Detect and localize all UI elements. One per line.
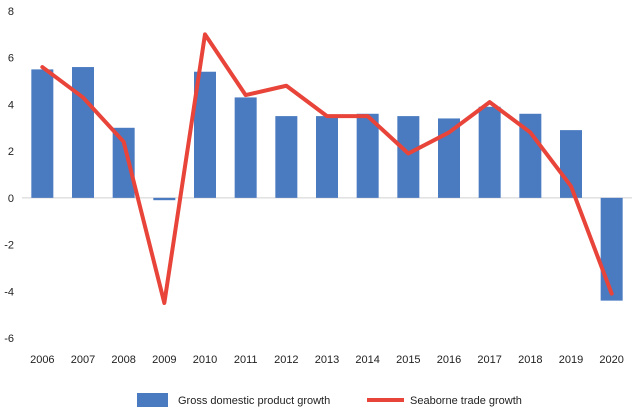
bar-2012 <box>275 116 298 198</box>
bar-2014 <box>356 113 379 198</box>
bar-2009 <box>153 197 176 201</box>
bar-2017 <box>478 106 501 198</box>
y-tick-label: 0 <box>8 193 14 205</box>
legend-swatch-gdp <box>137 393 168 407</box>
y-tick-label: 2 <box>8 146 14 158</box>
x-axis-tick-labels: 2006 2007 2008 2009 2010 2011 2012 2013 2014 2015… <box>30 354 624 366</box>
legend-label-seaborne: Seaborne trade growth <box>410 395 522 407</box>
x-tick-label: 2019 <box>559 354 583 366</box>
y-tick-label: 6 <box>8 53 14 65</box>
x-tick-label: 2008 <box>111 354 135 366</box>
bar-2018 <box>519 113 542 198</box>
bar-2008 <box>112 127 135 198</box>
bar-2010 <box>194 71 216 198</box>
bar-series <box>31 67 623 301</box>
x-tick-label: 2010 <box>193 354 217 366</box>
y-tick-label: -6 <box>4 333 14 345</box>
legend-label-gdp: Gross domestic product growth <box>178 395 330 407</box>
y-tick-label: -4 <box>4 286 14 298</box>
line-series <box>40 32 614 305</box>
x-tick-label: 2013 <box>315 354 339 366</box>
x-tick-label: 2007 <box>71 354 95 366</box>
bar-2007 <box>72 67 94 198</box>
x-tick-label: 2014 <box>355 354 379 366</box>
y-axis-tick-labels: -6 -4 -2 0 2 4 6 8 <box>4 6 14 345</box>
x-tick-label: 2017 <box>477 354 501 366</box>
legend: Gross domestic product growth Seaborne t… <box>137 393 522 407</box>
y-tick-label: 4 <box>8 99 14 111</box>
x-tick-label: 2016 <box>437 354 461 366</box>
bar-2011 <box>234 97 257 198</box>
x-tick-label: 2015 <box>396 354 420 366</box>
bar-2006 <box>31 69 54 198</box>
y-tick-label: 8 <box>8 6 14 18</box>
x-tick-label: 2018 <box>518 354 542 366</box>
y-tick-label: -2 <box>4 240 14 252</box>
bar-2013 <box>316 116 338 198</box>
x-tick-label: 2020 <box>599 354 623 366</box>
bar-2016 <box>438 118 460 198</box>
x-tick-label: 2012 <box>274 354 298 366</box>
x-tick-label: 2006 <box>30 354 54 366</box>
bar-2020 <box>600 197 623 301</box>
bar-2015 <box>397 116 420 198</box>
x-tick-label: 2009 <box>152 354 176 366</box>
x-tick-label: 2011 <box>234 354 258 366</box>
